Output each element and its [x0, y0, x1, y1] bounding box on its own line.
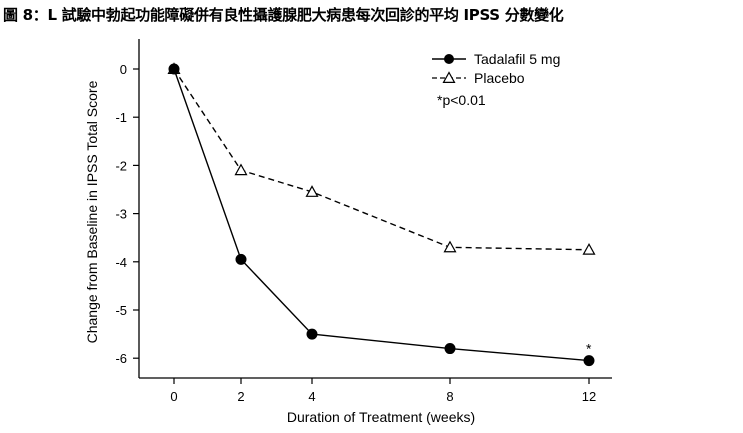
x-tick-label: 2	[237, 389, 244, 404]
y-axis-label: Change from Baseline in IPSS Total Score	[84, 80, 100, 343]
data-point-tadalafil	[168, 63, 180, 75]
x-tick-label: 0	[170, 389, 177, 404]
data-point-placebo	[305, 185, 319, 197]
x-tick-label: 4	[308, 389, 315, 404]
y-tick-label: -1	[115, 110, 127, 125]
series-layer: *	[167, 62, 596, 367]
p-value-note: *p<0.01	[437, 92, 486, 108]
series-line-placebo	[173, 68, 590, 251]
data-point-placebo	[234, 163, 248, 176]
chart-legend: Tadalafil 5 mg Placebo *p<0.01	[432, 51, 560, 108]
legend-marker-tadalafil	[444, 54, 454, 64]
legend-marker-placebo	[442, 71, 456, 84]
significance-marker: *	[586, 341, 592, 357]
x-axis-label: Duration of Treatment (weeks)	[287, 409, 475, 425]
legend-label-tadalafil: Tadalafil 5 mg	[474, 51, 560, 67]
x-tick-label: 8	[446, 389, 453, 404]
y-tick-label: -3	[115, 207, 127, 222]
y-tick-label: -5	[115, 303, 127, 318]
data-point-tadalafil	[583, 355, 595, 367]
y-tick-label: 0	[120, 62, 127, 77]
y-tick-label: -6	[115, 351, 127, 366]
figure-title: 圖 8：L 試驗中勃起功能障礙併有良性攝護腺肥大病患每次回診的平均 IPSS 分…	[3, 6, 564, 24]
data-point-tadalafil	[306, 328, 318, 340]
x-tick-label: 12	[582, 389, 596, 404]
series-line-tadalafil	[173, 68, 590, 362]
y-tick-label: -2	[115, 158, 127, 173]
y-tick-label: -4	[115, 255, 127, 270]
data-point-placebo	[443, 240, 457, 253]
data-point-tadalafil	[444, 343, 456, 355]
chart-axes: 0 -1 -2 -3 -4 -5 -6 0 2 4 8 12	[115, 39, 612, 404]
legend-label-placebo: Placebo	[474, 70, 525, 86]
data-point-placebo	[582, 243, 596, 255]
data-point-tadalafil	[235, 253, 247, 265]
